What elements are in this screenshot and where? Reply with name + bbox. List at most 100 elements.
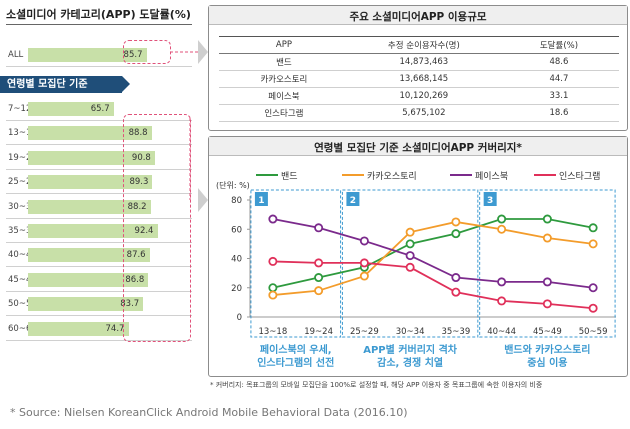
bar: [28, 48, 147, 62]
x-tick-label: 25~29: [350, 327, 379, 337]
row-divider: [6, 144, 192, 146]
x-tick-label: 35~39: [441, 327, 470, 337]
table-cell: 14,873,463: [348, 53, 499, 71]
usage-table: APP 추정 순이용자수(명) 도달률(%) 밴드 14,873,463 48.…: [219, 36, 619, 122]
bar-value-label: 87.6: [126, 250, 146, 261]
arrow-right-icon: [198, 188, 208, 212]
data-point: [542, 214, 552, 224]
data-point: [588, 303, 598, 313]
row-divider: [6, 66, 192, 67]
table-cell: 10,120,269: [348, 87, 499, 105]
arrow-right-icon: [198, 40, 208, 64]
data-point: [542, 233, 552, 243]
bar-value-label: 85.7: [123, 50, 143, 60]
table-header: APP: [219, 36, 349, 54]
series-line: [272, 218, 594, 289]
table-title: 주요 소셜미디어APP 이용규모: [349, 11, 487, 23]
data-point: [314, 286, 324, 296]
data-point: [542, 277, 552, 287]
group-caption: 밴드와 카카오스토리 중심 이용: [504, 343, 590, 369]
data-point: [451, 273, 461, 283]
x-tick-label: 45~49: [533, 327, 562, 337]
x-tick-label: 13~18: [258, 327, 287, 337]
bar: [28, 199, 151, 214]
series-line: [272, 221, 594, 296]
table-cell: 18.6: [498, 104, 619, 122]
data-point: [359, 271, 369, 281]
bar-category-label: 45~49: [8, 274, 37, 285]
group-box: [250, 189, 342, 338]
data-point: [405, 251, 415, 261]
data-point: [497, 277, 507, 287]
bar: [28, 248, 150, 263]
title-underline: [6, 24, 192, 25]
row-divider: [6, 193, 192, 195]
data-point: [588, 223, 598, 233]
row-divider: [6, 266, 192, 268]
table-cell: 페이스북: [219, 87, 349, 105]
bar-value-label: 90.8: [131, 152, 151, 163]
bar-category-label: 35~39: [8, 226, 37, 236]
data-point: [451, 229, 461, 239]
y-tick-label: 0: [237, 313, 242, 323]
data-point: [451, 217, 461, 227]
bar: [28, 321, 129, 336]
row-divider: [6, 290, 192, 292]
table-row: 밴드 14,873,463 48.6: [219, 53, 619, 71]
group-caption: 페이스북의 우세, 인스타그램의 선전: [257, 343, 334, 369]
table-cell: 인스타그램: [219, 104, 349, 122]
data-point: [359, 258, 369, 268]
bar-value-label: 65.7: [90, 104, 110, 114]
x-tick-label: 19~24: [304, 327, 333, 337]
bar-category-label: 25~29: [8, 177, 37, 188]
y-tick-label: 20: [231, 284, 242, 294]
bar: [28, 102, 114, 116]
data-point: [405, 227, 415, 237]
table-row: 카카오스토리 13,668,145 44.7: [219, 70, 619, 88]
cohort-banner: 연령별 모집단 기준: [0, 76, 122, 93]
data-point: [588, 239, 598, 249]
bar-category-label: 60~69: [8, 323, 37, 334]
table-row: 인스타그램 5,675,102 18.6: [219, 104, 619, 122]
row-divider: [6, 217, 192, 219]
row-divider: [6, 168, 192, 170]
bar: [28, 224, 158, 238]
left-panel-title: 소셜미디어 카테고리(APP) 도달률(%): [6, 8, 191, 21]
table-cell: 카카오스토리: [219, 70, 349, 88]
data-point: [497, 214, 507, 224]
bar-value-label: 89.3: [129, 177, 149, 188]
group-number: 2: [350, 196, 356, 206]
x-tick-label: 30~34: [396, 327, 425, 337]
bar: [28, 175, 153, 190]
data-point: [359, 236, 369, 246]
data-point: [405, 239, 415, 249]
chart-title: 연령별 모집단 기준 소셜미디어APP 커버리지*: [314, 142, 522, 154]
table-cell: 밴드: [219, 53, 349, 71]
bar-value-label: 86.8: [125, 274, 145, 285]
row-divider: [6, 315, 192, 317]
table-title-bar: [209, 6, 627, 25]
bar-category-label: 13~18: [8, 128, 37, 139]
table-cell: 44.7: [498, 70, 619, 88]
bar-category-label: 7~12: [8, 104, 32, 114]
legend-label: 페이스북: [475, 171, 508, 182]
row-divider: [6, 120, 192, 121]
group-number: 3: [487, 196, 493, 206]
y-axis-unit: (단위: %): [216, 180, 250, 190]
bar-category-label: 19~24: [8, 152, 37, 163]
chart-title-bar: [209, 137, 627, 156]
group-caption: APP별 커버리지 격차 감소, 경쟁 치열: [363, 343, 458, 369]
data-point: [268, 256, 278, 266]
data-point: [497, 296, 507, 306]
group-number-badge: [483, 192, 497, 206]
bar-value-label: 83.7: [120, 299, 140, 310]
table-cell: 33.1: [498, 87, 619, 105]
connector-arrows: [170, 40, 208, 212]
cohort-highlight-box: [123, 114, 191, 342]
bar: [28, 297, 144, 312]
cohort-banner-arrow: [122, 76, 130, 92]
legend-label: 인스타그램: [559, 170, 600, 182]
series-line: [272, 218, 594, 289]
row-divider: [6, 242, 192, 243]
y-tick-label: 60: [231, 225, 242, 235]
